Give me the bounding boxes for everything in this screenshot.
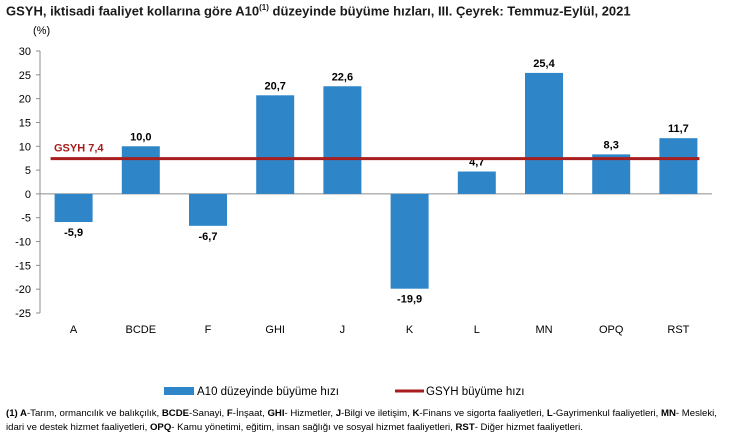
x-tick-label: MN xyxy=(535,324,552,336)
bar-value-label: 10,0 xyxy=(130,131,151,143)
footnote-text: - Hizmetler, xyxy=(284,408,336,419)
footnote-text: - Kamu yönetimi, eğitim, insan sağlığı v… xyxy=(171,422,456,433)
title-footnote-marker: (1) xyxy=(259,3,269,12)
bar-value-label: -5,9 xyxy=(64,227,83,239)
x-tick-label: RST xyxy=(667,324,689,336)
footnote-key: GHI xyxy=(267,408,285,419)
bar-mn xyxy=(525,72,563,194)
bar-rst xyxy=(659,138,698,194)
y-tick-label: 5 xyxy=(25,165,31,177)
footnote-text: - Diğer hizmet faaliyetleri. xyxy=(474,422,583,433)
footnote-key: L xyxy=(546,408,553,419)
x-tick-label: OPQ xyxy=(599,324,624,336)
y-tick-label: -15 xyxy=(15,260,31,272)
y-tick-label: 25 xyxy=(19,70,31,82)
legend-line-label: GSYH büyüme hızı xyxy=(426,386,524,398)
x-tick-label: GHI xyxy=(265,324,285,336)
bar-value-label: 25,4 xyxy=(533,58,555,70)
chart-title: GSYH, iktisadi faaliyet kollarına göre A… xyxy=(6,3,631,19)
footnote-key: MN xyxy=(660,408,676,419)
bar-f xyxy=(189,193,227,226)
y-tick-label: 15 xyxy=(19,117,31,129)
gsyh-reference-label: GSYH 7,4 xyxy=(54,143,104,155)
footnote-key: K xyxy=(412,408,420,419)
footnote-key: OPQ xyxy=(149,422,172,433)
y-tick-label: 30 xyxy=(19,46,31,58)
y-tick-label: -5 xyxy=(21,213,31,225)
bar-value-label: 22,6 xyxy=(332,71,353,83)
legend-bar-swatch xyxy=(164,387,194,395)
bar-value-label: 11,7 xyxy=(668,123,689,135)
bar-value-label: -19,9 xyxy=(397,294,422,306)
footnote-text: - Mesleki, idari ve destek hizmet faaliy… xyxy=(6,408,717,433)
y-tick-label: -10 xyxy=(15,237,31,249)
y-tick-label: -25 xyxy=(15,308,31,320)
footnote-text: -Sanayi, xyxy=(189,408,227,419)
x-tick-label: BCDE xyxy=(126,324,157,336)
footnote-text: -Bilgi ve iletişim, xyxy=(341,408,413,419)
footnote-text: -Finans ve sigorta faaliyetleri, xyxy=(419,408,547,419)
bar-j xyxy=(323,86,362,194)
footnote-key: RST xyxy=(455,422,475,433)
bar-k xyxy=(390,193,429,289)
bar-value-label: -6,7 xyxy=(199,231,218,243)
y-unit-label: (%) xyxy=(33,25,50,37)
legend-bar-label: A10 düzeyinde büyüme hızı xyxy=(197,386,339,398)
bar-ghi xyxy=(256,95,295,194)
y-tick-label: -20 xyxy=(15,284,31,296)
y-tick-label: 10 xyxy=(19,141,31,153)
x-tick-label: J xyxy=(340,324,346,336)
footnote-key: (1) A xyxy=(6,408,27,419)
bar-l xyxy=(457,171,496,194)
x-tick-label: K xyxy=(406,324,414,336)
y-tick-label: 0 xyxy=(25,189,31,201)
bar-opq xyxy=(592,154,631,194)
footnote-text: -Gayrimenkul faaliyetleri, xyxy=(552,408,661,419)
footnote-key: BCDE xyxy=(161,408,190,419)
footnote-key: J xyxy=(335,408,342,419)
bar-value-label: 20,7 xyxy=(264,80,285,92)
footnote: (1) A-Tarım, ormancılık ve balıkçılık, B… xyxy=(6,407,731,435)
footnote-key: F xyxy=(226,408,233,419)
bar-chart: (%)30 25 20 15 10 5 0 -5 -10 -15 -20 -25 -5,9 A 10,0 BC… xyxy=(15,25,712,398)
footnote-text: -İnşaat, xyxy=(232,408,268,419)
y-tick-label: 20 xyxy=(19,94,31,106)
bar-value-label: 8,3 xyxy=(604,139,619,151)
footnote-text: -Tarım, ormancılık ve balıkçılık, xyxy=(26,408,162,419)
x-tick-label: F xyxy=(205,324,212,336)
x-tick-label: A xyxy=(70,324,78,336)
x-tick-label: L xyxy=(474,324,480,336)
bar-a xyxy=(54,193,93,223)
bar-bcde xyxy=(121,146,160,194)
